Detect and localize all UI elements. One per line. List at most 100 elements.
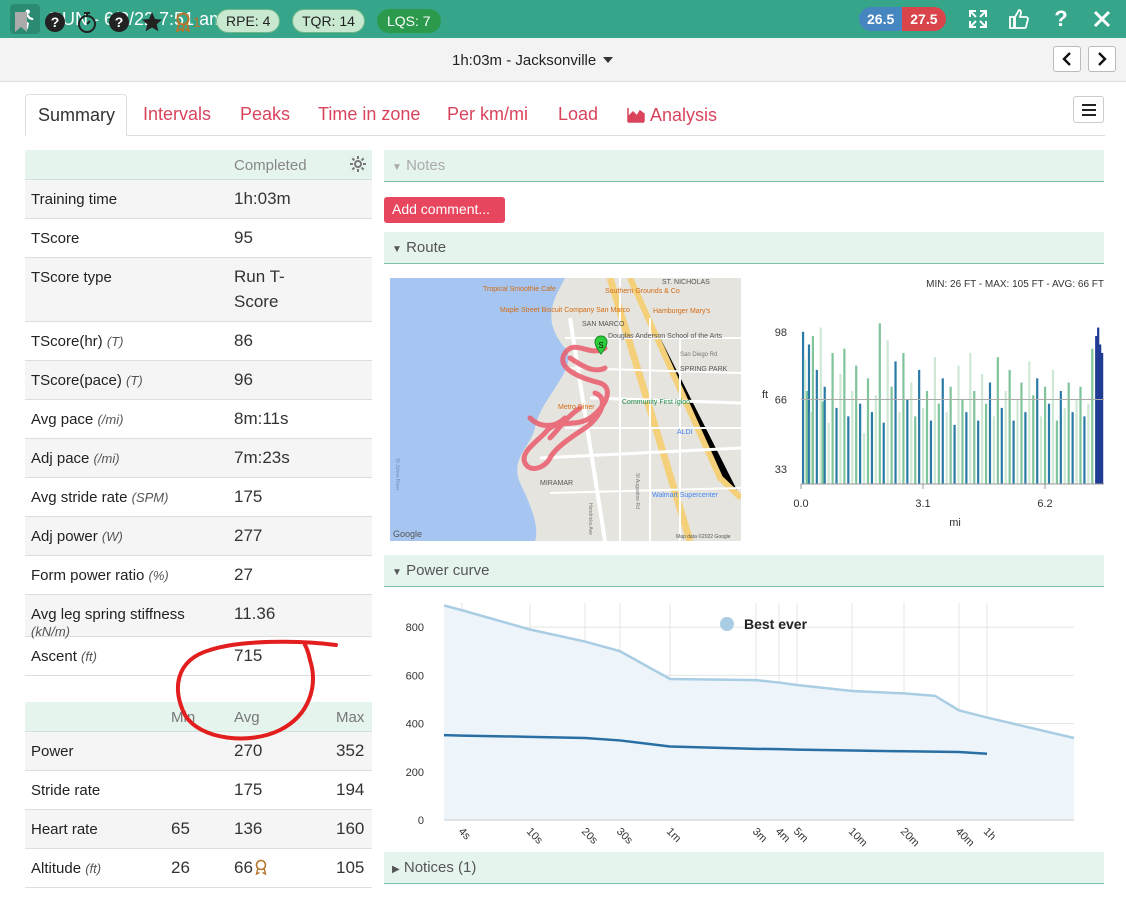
elevation-chart[interactable]: MIN: 26 FT - MAX: 105 FT - AVG: 66 FT 33 6… <box>750 272 1106 532</box>
unit-text: (kN/m) <box>31 624 70 639</box>
elevation-bar <box>1079 386 1082 484</box>
power-curve-label: Power curve <box>406 562 490 579</box>
score-pill[interactable]: 26.5 27.5 <box>859 7 946 31</box>
summary-value: 95 <box>234 228 253 247</box>
notes-section[interactable]: ▼ Notes <box>384 150 1104 182</box>
route-section[interactable]: ▼ Route <box>384 232 1104 264</box>
tqr-pill[interactable]: TQR: 14 <box>292 9 365 33</box>
toolbar <box>0 38 1126 82</box>
elevation-bar <box>1028 361 1031 484</box>
prev-button[interactable] <box>1053 46 1081 72</box>
summary-row: TScore(hr) (T) 86 <box>25 322 372 361</box>
elevation-bar <box>937 403 940 484</box>
label-text: Heart rate <box>31 821 98 838</box>
label-text: Avg leg spring stiffness <box>31 606 185 623</box>
summary-label: TScore type <box>31 269 211 286</box>
y-axis-label: ft <box>762 389 768 401</box>
tab-time-in-zone[interactable]: Time in zone <box>318 104 421 124</box>
elevation-bar <box>1091 348 1094 484</box>
area-chart-icon <box>627 108 645 123</box>
stats-avg: 270 <box>234 741 263 760</box>
summary-row: Training time 1h:03m <box>25 180 372 219</box>
elevation-bar <box>821 401 824 484</box>
help-circle-icon[interactable]: ? <box>44 10 66 34</box>
elevation-bar <box>945 412 948 484</box>
elevation-bar <box>921 407 925 484</box>
add-comment-button[interactable]: Add comment... <box>384 197 505 223</box>
unit-text: (T) <box>126 373 143 388</box>
tab-peaks[interactable]: Peaks <box>240 104 291 124</box>
map-attribution: Map data ©2022 Google <box>676 533 731 540</box>
x-tick-label: 10m <box>846 826 870 850</box>
elevation-bar <box>981 374 984 484</box>
legend-marker <box>720 617 734 631</box>
award-icon[interactable]: 1 <box>175 10 201 34</box>
gear-icon[interactable] <box>350 156 366 172</box>
help-icon[interactable]: ? <box>1054 6 1068 31</box>
route-dropdown[interactable]: 1h:03m - Jacksonville <box>452 48 614 72</box>
map-canvas[interactable]: S ST. NICHOLAS Tropical Smoothie Cafe So… <box>390 278 741 541</box>
summary-row: TScore(pace) (T) 96 <box>25 361 372 400</box>
elevation-bar <box>1101 352 1104 484</box>
elevation-bar <box>1075 399 1078 484</box>
elevation-bar <box>1040 416 1043 484</box>
unit-text: (%) <box>148 568 169 583</box>
caret-down-icon: ▼ <box>392 567 402 578</box>
tab-analysis[interactable]: Analysis <box>615 94 729 136</box>
power-curve-section[interactable]: ▼ Power curve <box>384 555 1104 587</box>
tab-intervals[interactable]: Intervals <box>143 104 212 124</box>
google-logo: Google <box>393 529 422 539</box>
elevation-bar <box>910 382 913 484</box>
unit-text: (ft) <box>85 861 102 876</box>
elevation-bar <box>1097 327 1100 484</box>
notices-section[interactable]: ▶ Notices (1) <box>384 852 1104 884</box>
max-header: Max <box>336 709 365 726</box>
summary-label: Adj power (W) <box>31 528 211 545</box>
elevation-bar <box>862 433 866 484</box>
tab-summary[interactable]: Summary <box>25 94 127 136</box>
stats-row: Power 270 352 <box>25 732 372 771</box>
summary-row: TScore 95 <box>25 219 372 258</box>
elevation-bar <box>1004 390 1007 484</box>
elevation-bar <box>965 412 968 484</box>
stats-avg: 175 <box>234 780 263 799</box>
elevation-bar <box>827 422 830 484</box>
stopwatch-icon[interactable] <box>76 10 98 34</box>
map-label: ST. NICHOLAS <box>662 279 710 286</box>
y-tick-label: 400 <box>406 719 424 731</box>
route-map[interactable]: S ST. NICHOLAS Tropical Smoothie Cafe So… <box>390 278 741 541</box>
star-icon[interactable] <box>141 10 163 34</box>
best-ever-area <box>444 605 1074 820</box>
chevron-right-icon <box>1098 52 1107 66</box>
stats-max: 194 <box>336 780 365 799</box>
bookmark-icon[interactable] <box>14 10 28 34</box>
title-bar: RUN - 6/3/22 7:51 am <box>0 0 1126 38</box>
this-run-line <box>443 733 988 755</box>
label-text: Stride rate <box>31 782 101 799</box>
x-tick-label: 5m <box>791 826 810 845</box>
tab-load[interactable]: Load <box>558 104 599 124</box>
expand-icon[interactable] <box>966 7 990 31</box>
elevation-bar <box>953 424 956 484</box>
lqs-pill[interactable]: LQS: 7 <box>377 9 441 33</box>
summary-label: Adj pace (/mi) <box>31 450 211 467</box>
map-label: Douglas Anderson School of the Arts <box>608 333 723 340</box>
elevation-bar <box>894 361 897 484</box>
summary-label: TScore(pace) (T) <box>31 372 211 389</box>
close-icon[interactable] <box>1090 7 1114 31</box>
rpe-pill[interactable]: RPE: 4 <box>216 9 281 33</box>
help-circle-icon-2[interactable]: ? <box>108 10 130 34</box>
tab-per-km-mi[interactable]: Per km/mi <box>447 104 528 124</box>
next-button[interactable] <box>1088 46 1116 72</box>
label-text: TScore type <box>31 269 112 286</box>
elevation-bar <box>807 344 811 484</box>
thumbs-up-icon[interactable] <box>1007 7 1031 31</box>
x-tick-label: 20m <box>898 826 922 850</box>
best-ever-line <box>443 604 1075 740</box>
elevation-bar <box>855 365 858 484</box>
menu-button[interactable] <box>1073 96 1104 123</box>
elevation-bar <box>835 407 838 484</box>
label-text: Form power ratio <box>31 567 145 584</box>
map-label: Metro Diner <box>558 404 595 411</box>
